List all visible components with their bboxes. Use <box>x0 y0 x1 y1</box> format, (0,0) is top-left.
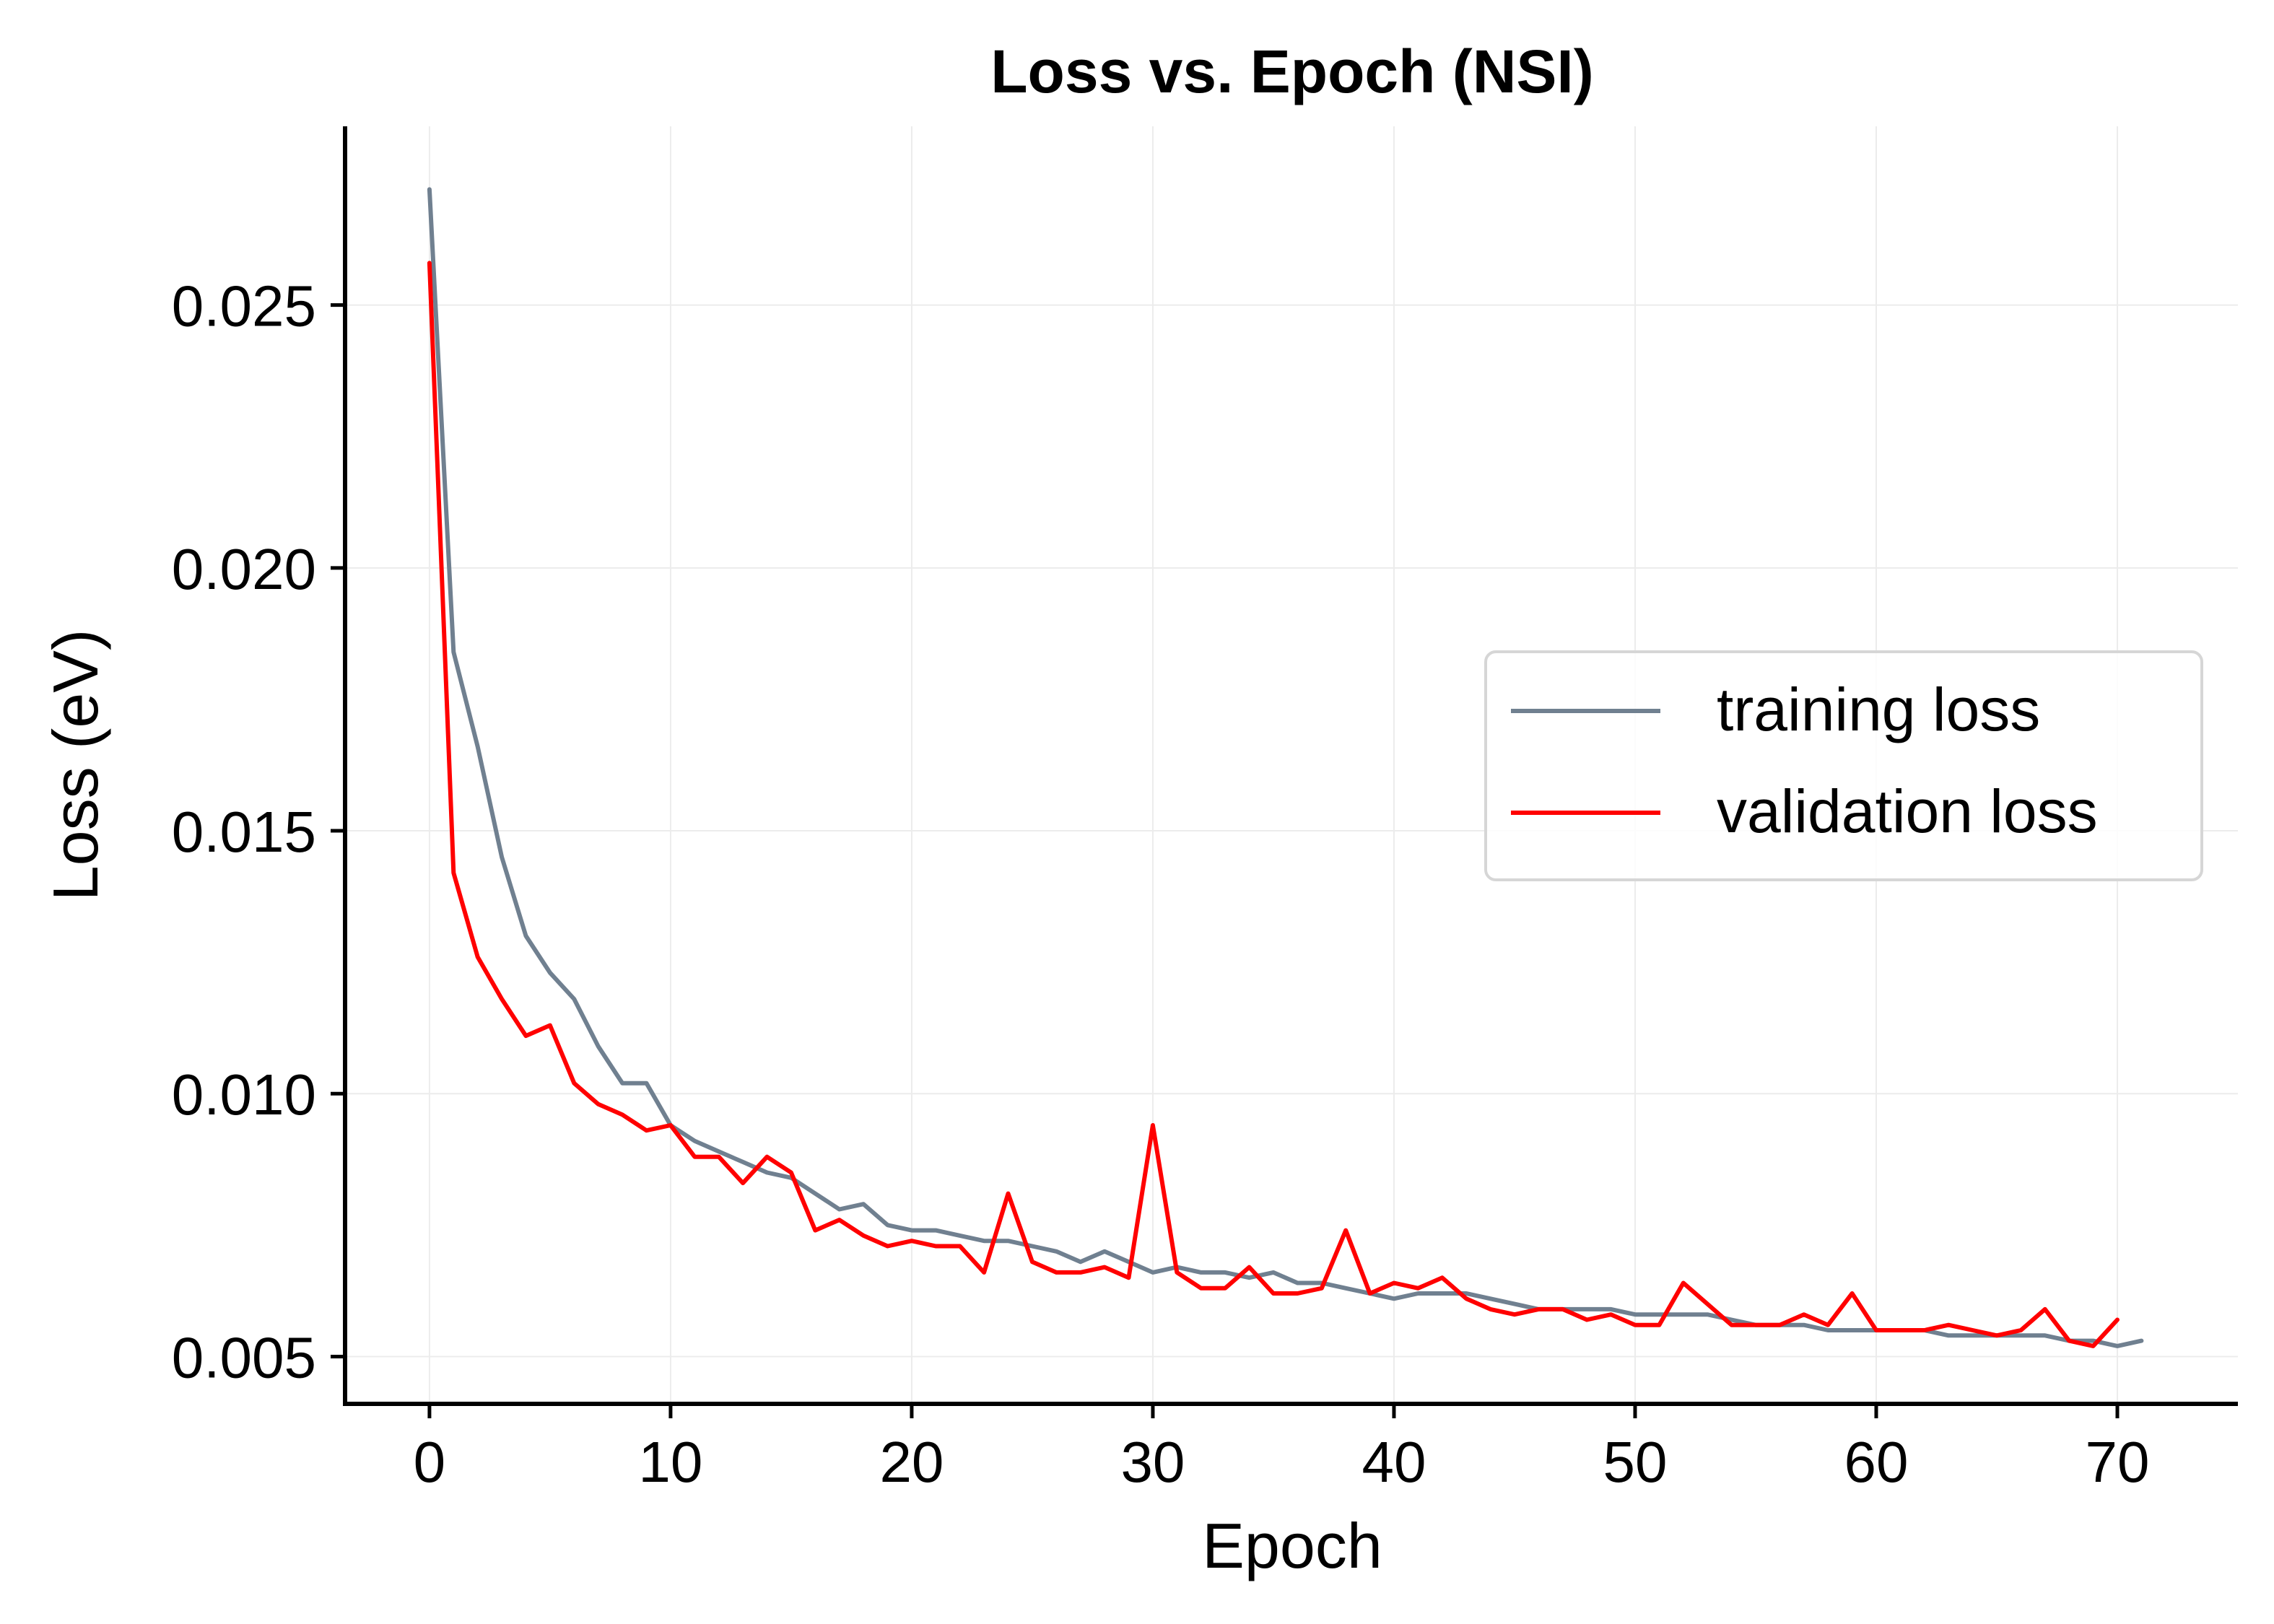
series-line-validation-loss <box>427 261 2120 1348</box>
chart-title: Loss vs. Epoch (NSI) <box>990 38 1594 105</box>
y-tick-label: 0.010 <box>172 1062 316 1127</box>
x-axis-label: Epoch <box>1202 1510 1382 1581</box>
axes <box>343 126 2238 1406</box>
x-tick-label: 50 <box>1603 1430 1667 1494</box>
ticks: 0 10 20 30 40 50 60 70 0.005 0.010 0.015 0.020 0.025 <box>172 274 2150 1494</box>
y-axis-label: Loss (eV) <box>40 629 111 902</box>
x-tick-label: 0 <box>414 1430 446 1494</box>
x-tick-label: 30 <box>1120 1430 1185 1494</box>
legend-label-training-loss: training loss <box>1717 676 2040 743</box>
legend-box <box>1484 650 2203 881</box>
x-tick-label: 70 <box>2086 1430 2150 1494</box>
x-tick-label: 40 <box>1362 1430 1426 1494</box>
x-tick-label: 60 <box>1844 1430 1908 1494</box>
series-line-training-loss <box>427 187 2144 1348</box>
y-tick-label: 0.005 <box>172 1325 316 1389</box>
legend: training loss validation loss <box>1484 650 2203 881</box>
x-tick-label: 10 <box>638 1430 702 1494</box>
series-lines <box>427 187 2144 1348</box>
y-tick-label: 0.020 <box>172 537 316 601</box>
x-tick-label: 20 <box>879 1430 944 1494</box>
y-tick-label: 0.025 <box>172 274 316 339</box>
legend-label-validation-loss: validation loss <box>1717 777 2098 845</box>
y-tick-label: 0.015 <box>172 800 316 864</box>
